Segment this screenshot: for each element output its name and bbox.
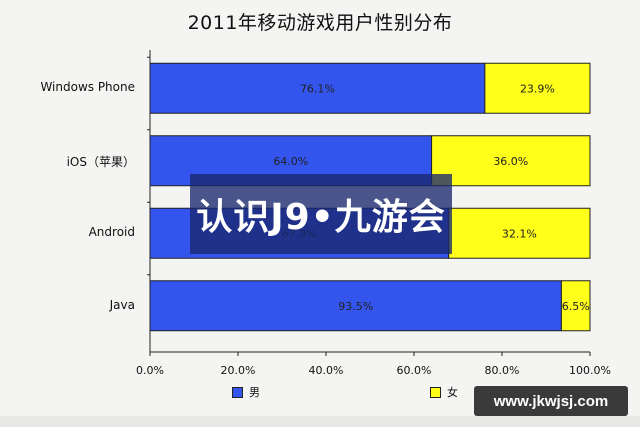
x-tick-label: 100.0% — [569, 364, 611, 377]
bar-female — [431, 135, 591, 187]
bar-female — [560, 280, 591, 332]
data-label: 76.1% — [300, 82, 335, 95]
banner-overlay — [190, 174, 452, 254]
y-tick-label: Windows Phone — [40, 80, 135, 95]
x-tick-label: 40.0% — [308, 364, 344, 377]
legend-item-male: 男 — [232, 384, 260, 400]
y-tick-label: Android — [88, 225, 135, 240]
banner-text: 认识J9•九游会 — [196, 197, 446, 238]
legend-item-female: 女 — [430, 384, 458, 400]
y-tick-label: Java — [109, 297, 135, 312]
bar-female — [484, 62, 591, 114]
x-tick-label: 0.0% — [136, 364, 164, 377]
bottom-strip — [0, 416, 640, 427]
chart-title: 2011年移动游戏用户性别分布 — [187, 12, 453, 34]
legend-swatch-female — [430, 386, 441, 398]
x-tick-label: 20.0% — [220, 364, 256, 377]
data-label: 93.5% — [338, 300, 373, 313]
legend-label-female: 女 — [447, 386, 458, 399]
data-label: 6.5% — [562, 300, 590, 313]
data-label: 36.0% — [493, 155, 528, 168]
watermark: www.jkwjsj.com — [474, 386, 628, 416]
legend-swatch-male — [232, 386, 243, 398]
legend-label-male: 男 — [249, 386, 260, 399]
data-label: 23.9% — [520, 82, 555, 95]
x-tick-label: 60.0% — [396, 364, 432, 377]
x-tick-label: 80.0% — [484, 364, 520, 377]
data-label: 64.0% — [273, 155, 308, 168]
data-label: 32.1% — [502, 227, 537, 240]
bar-male — [149, 280, 562, 332]
bar-female — [448, 207, 591, 259]
y-tick-label: iOS（苹果） — [66, 154, 135, 169]
